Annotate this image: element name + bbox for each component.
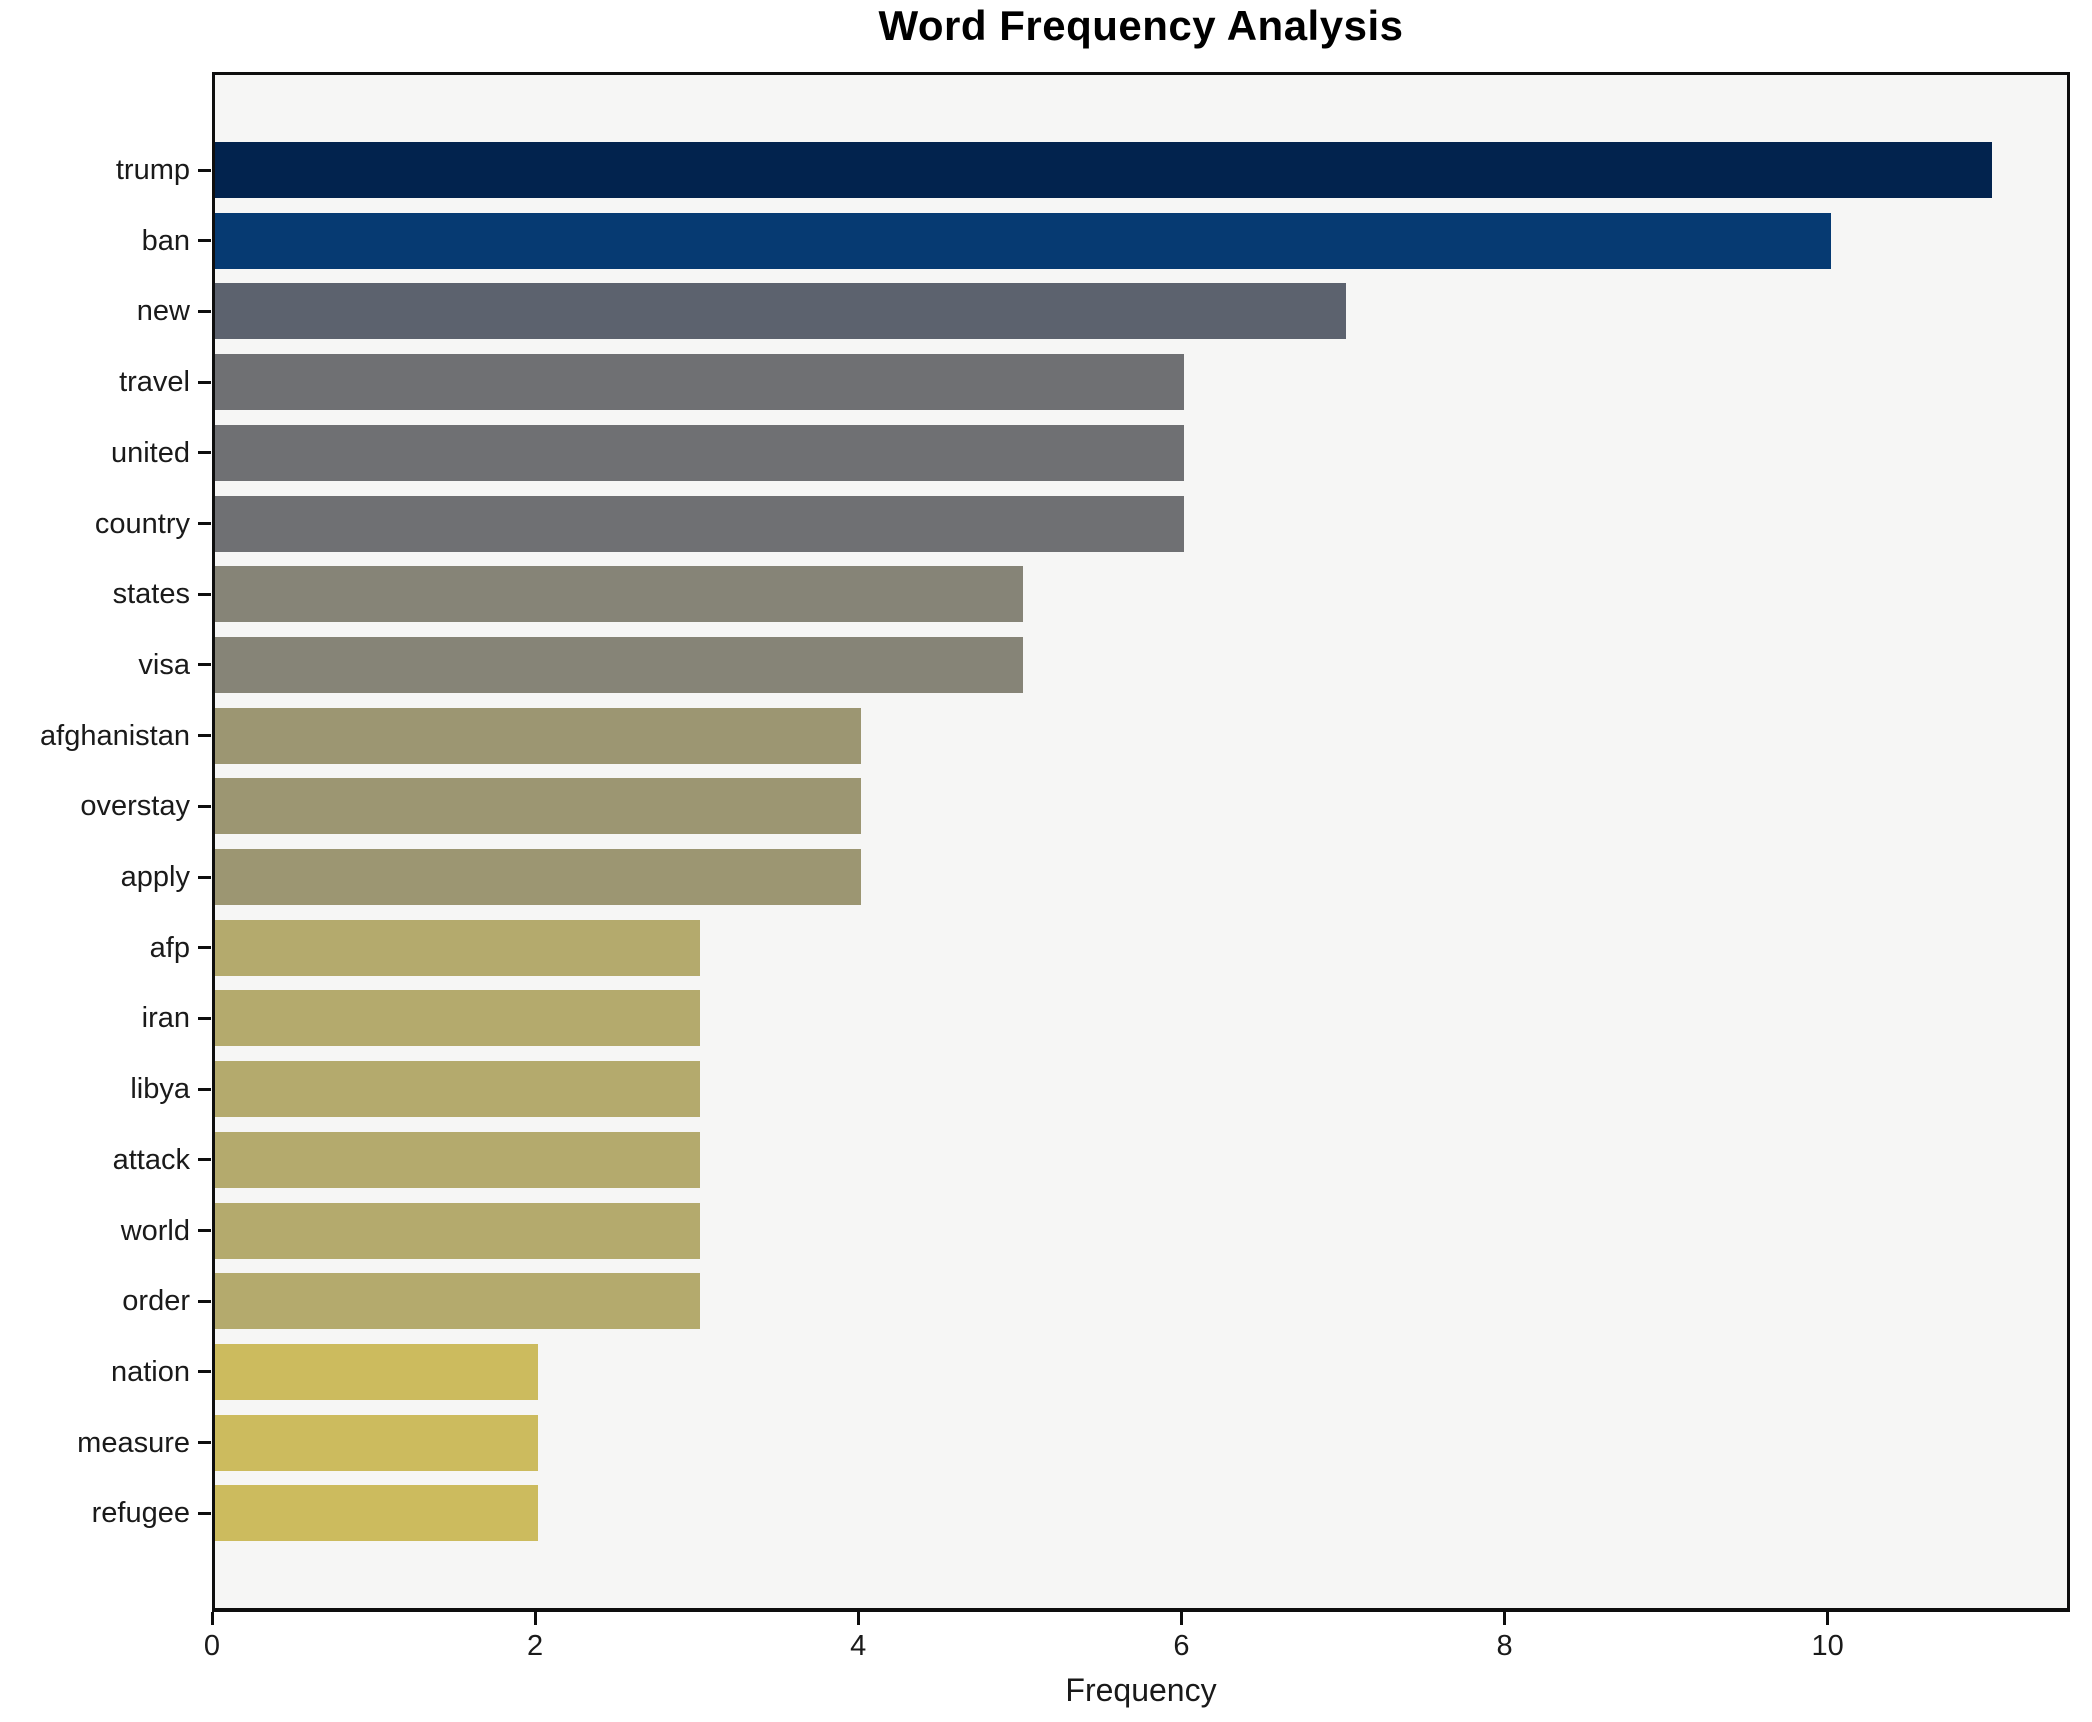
y-label-attack: attack <box>112 1143 190 1176</box>
x-tick-label-0: 0 <box>203 1630 221 1662</box>
y-tick-apply <box>198 875 211 879</box>
y-tick-iran <box>198 1016 211 1020</box>
y-tick-measure <box>198 1441 211 1445</box>
y-label-iran: iran <box>141 1002 190 1035</box>
y-tick-refugee <box>198 1511 211 1515</box>
x-tick-label-8: 8 <box>1496 1630 1513 1662</box>
bar-libya <box>215 1061 700 1118</box>
y-tick-attack <box>198 1158 211 1162</box>
bar-travel <box>215 354 1185 411</box>
plot-area <box>212 72 2070 1612</box>
bar-states <box>215 566 1023 623</box>
y-label-apply: apply <box>120 861 190 893</box>
y-tick-order <box>198 1299 211 1303</box>
y-tick-nation <box>198 1370 211 1374</box>
y-label-states: states <box>112 578 190 611</box>
y-label-afghanistan: afghanistan <box>40 719 190 752</box>
bar-new <box>215 283 1346 340</box>
y-label-refugee: refugee <box>91 1497 190 1530</box>
x-tick-label-4: 4 <box>850 1630 867 1662</box>
y-label-country: country <box>94 507 190 540</box>
bar-measure <box>215 1414 539 1471</box>
y-tick-new <box>198 309 211 313</box>
y-label-new: new <box>136 295 190 328</box>
bar-ban <box>215 212 1831 269</box>
y-tick-ban <box>198 239 211 243</box>
y-tick-afghanistan <box>198 734 211 738</box>
bar-trump <box>215 142 1993 198</box>
y-tick-libya <box>198 1087 211 1091</box>
y-label-libya: libya <box>130 1073 190 1106</box>
bar-visa <box>215 636 1023 693</box>
x-tick-label-10: 10 <box>1811 1630 1844 1662</box>
y-tick-united <box>198 451 211 455</box>
y-label-world: world <box>120 1214 190 1247</box>
bar-world <box>215 1202 700 1259</box>
y-label-afp: afp <box>149 931 190 964</box>
bar-nation <box>215 1343 539 1400</box>
x-tick-0 <box>210 1612 214 1625</box>
y-tick-overstay <box>198 804 211 808</box>
y-tick-visa <box>198 663 211 667</box>
y-axis-labels: trump ban new travel united country states visa… <box>0 0 190 1722</box>
x-tick-label-2: 2 <box>527 1630 544 1662</box>
x-tick-6 <box>1179 1612 1183 1625</box>
bar-refugee <box>215 1485 539 1542</box>
y-label-travel: travel <box>119 366 190 399</box>
bar-country <box>215 495 1185 552</box>
bar-afghanistan <box>215 707 862 764</box>
bar-attack <box>215 1131 700 1188</box>
bar-afp <box>215 919 700 976</box>
y-tick-country <box>198 522 211 525</box>
x-tick-8 <box>1503 1612 1507 1625</box>
x-axis-label: Frequency <box>1065 1672 1217 1708</box>
bar-order <box>215 1273 700 1330</box>
y-label-ban: ban <box>141 224 190 257</box>
bar-overstay <box>215 778 862 835</box>
bar-united <box>215 424 1185 481</box>
x-tick-label-6: 6 <box>1173 1630 1190 1662</box>
bar-iran <box>215 990 700 1047</box>
bar-apply <box>215 849 862 905</box>
x-tick-2 <box>533 1612 537 1625</box>
chart-title: Word Frequency Analysis <box>878 2 1404 49</box>
y-tick-trump <box>198 168 211 172</box>
x-tick-4 <box>856 1612 860 1625</box>
y-label-nation: nation <box>110 1355 190 1388</box>
x-tick-10 <box>1826 1612 1830 1625</box>
y-label-trump: trump <box>115 154 190 186</box>
y-label-united: united <box>110 436 190 469</box>
y-tick-world <box>198 1229 211 1232</box>
y-tick-travel <box>198 380 211 384</box>
y-tick-states <box>198 592 211 596</box>
y-label-measure: measure <box>77 1426 190 1459</box>
y-label-overstay: overstay <box>80 790 190 823</box>
y-tick-afp <box>198 946 211 950</box>
y-label-visa: visa <box>138 648 190 681</box>
y-label-order: order <box>122 1285 190 1318</box>
